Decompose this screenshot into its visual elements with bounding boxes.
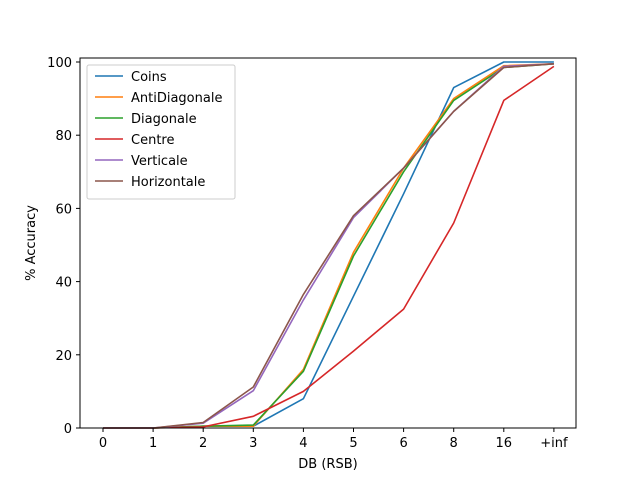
y-tick-label: 0 [64,422,72,437]
legend-label-horizontale: Horizontale [131,175,205,190]
x-axis-ticks: 0 1 2 3 4 5 6 8 16 +inf [99,428,568,451]
axes-frame [79,57,577,429]
x-tick-label: +inf [540,436,568,451]
y-tick-label: 40 [55,276,72,291]
legend-label-antidiagonale: AntiDiagonale [131,91,222,106]
series-line-centre [103,65,555,429]
y-axis-label: % Accuracy [24,205,39,281]
legend-label-diagonale: Diagonale [131,112,197,127]
y-axis-ticks: 0 20 40 60 80 100 [47,56,80,437]
x-tick-label: 6 [399,436,407,451]
legend-box [86,64,236,200]
legend-label-verticale: Verticale [131,154,188,169]
x-tick-label: 8 [450,436,458,451]
y-tick-label: 60 [55,202,72,217]
x-tick-label: 16 [496,436,513,451]
y-tick-label: 20 [55,349,72,364]
x-tick-label: 5 [349,436,357,451]
x-tick-label: 0 [99,436,107,451]
y-tick-label: 80 [55,129,72,144]
legend: Coins AntiDiagonale Diagonale Centre Vertica… [86,64,236,200]
series-line-horizontale [103,63,554,429]
y-tick-label: 100 [47,56,72,71]
x-tick-label: 2 [199,436,207,451]
x-tick-label: 4 [299,436,307,451]
x-axis-label: DB (RSB) [298,457,357,472]
legend-label-centre: Centre [131,133,174,148]
legend-label-coins: Coins [131,70,167,85]
x-tick-label: 3 [249,436,257,451]
plot-area [103,61,555,429]
x-tick-label: 1 [149,436,157,451]
